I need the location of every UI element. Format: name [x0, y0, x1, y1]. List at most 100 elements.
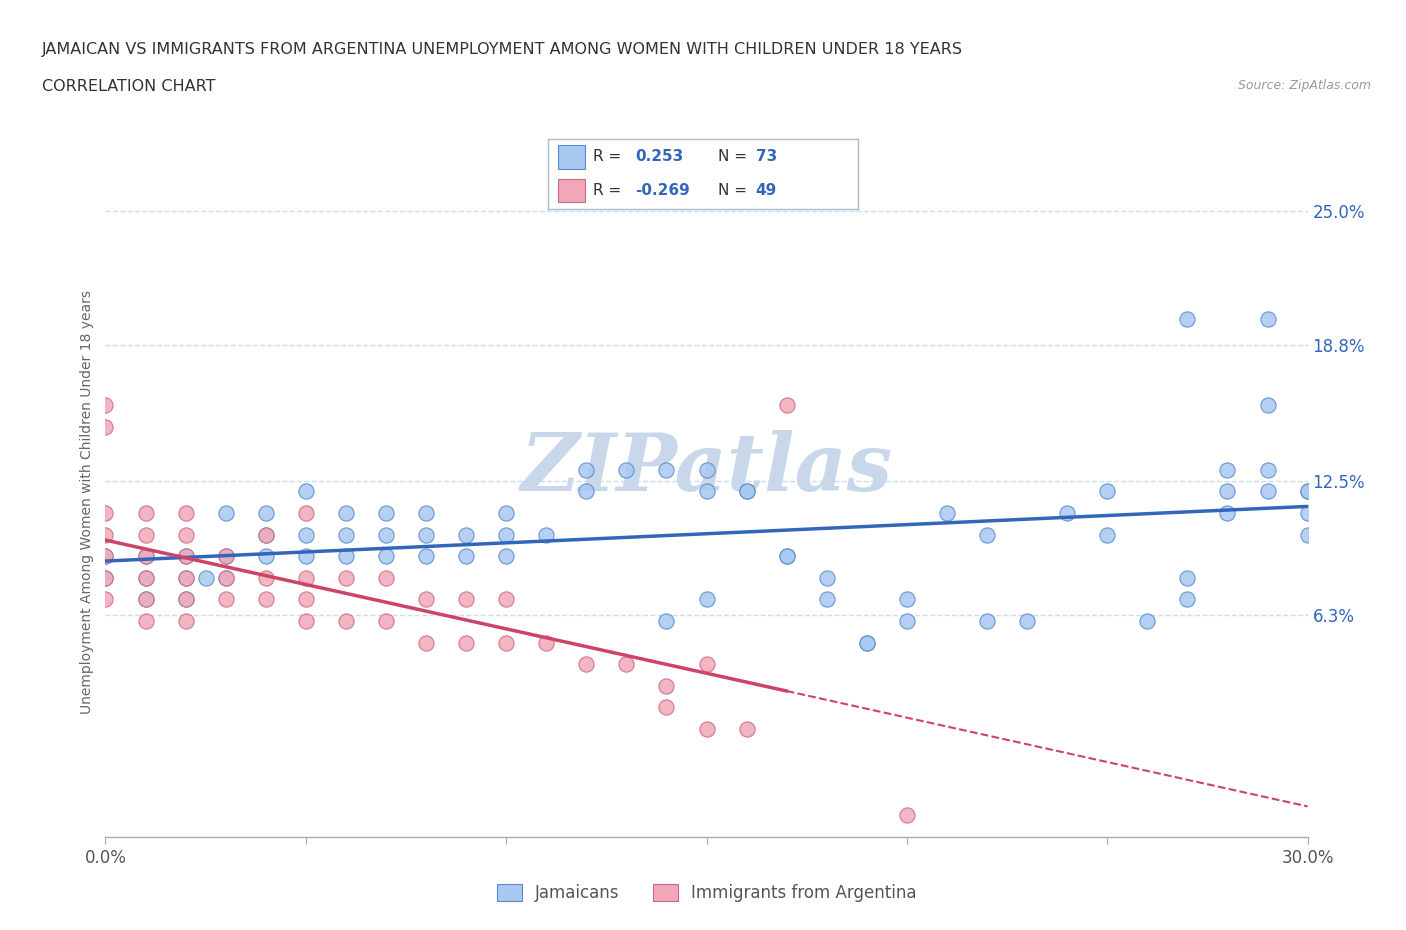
Point — [415, 506, 437, 521]
Text: CORRELATION CHART: CORRELATION CHART — [42, 79, 215, 94]
Point — [254, 506, 277, 521]
Point — [1097, 527, 1119, 542]
Point — [295, 570, 318, 585]
Point — [214, 592, 236, 607]
Point — [495, 549, 517, 564]
Point — [94, 397, 117, 412]
Point — [254, 527, 277, 542]
Point — [534, 527, 557, 542]
Point — [135, 592, 157, 607]
Point — [495, 506, 517, 521]
Point — [135, 570, 157, 585]
Point — [214, 570, 236, 585]
Point — [896, 592, 918, 607]
Point — [94, 506, 117, 521]
Point — [295, 592, 318, 607]
FancyBboxPatch shape — [558, 179, 585, 203]
Point — [655, 614, 678, 629]
Point — [616, 657, 638, 671]
Point — [454, 549, 477, 564]
Point — [1257, 312, 1279, 326]
Point — [254, 549, 277, 564]
Point — [174, 549, 197, 564]
Point — [1177, 592, 1199, 607]
FancyBboxPatch shape — [558, 145, 585, 169]
Point — [374, 570, 398, 585]
Text: 49: 49 — [755, 183, 778, 198]
Point — [415, 592, 437, 607]
Point — [174, 570, 197, 585]
Point — [94, 527, 117, 542]
Point — [976, 527, 998, 542]
Text: 73: 73 — [755, 150, 778, 165]
Point — [1017, 614, 1039, 629]
Point — [295, 527, 318, 542]
Point — [135, 506, 157, 521]
Point — [1296, 527, 1319, 542]
Point — [174, 527, 197, 542]
Point — [254, 592, 277, 607]
Point — [855, 635, 877, 650]
Point — [575, 657, 598, 671]
Point — [94, 570, 117, 585]
Y-axis label: Unemployment Among Women with Children Under 18 years: Unemployment Among Women with Children U… — [80, 290, 94, 714]
Point — [174, 506, 197, 521]
Point — [1216, 484, 1239, 498]
Point — [94, 419, 117, 434]
Point — [815, 570, 838, 585]
Point — [1056, 506, 1078, 521]
Point — [655, 700, 678, 715]
Point — [374, 614, 398, 629]
Point — [815, 592, 838, 607]
Point — [1257, 462, 1279, 477]
Text: N =: N = — [718, 150, 748, 165]
Point — [495, 592, 517, 607]
Point — [94, 549, 117, 564]
Point — [1136, 614, 1159, 629]
Point — [415, 549, 437, 564]
Point — [415, 635, 437, 650]
Point — [135, 570, 157, 585]
Point — [335, 506, 357, 521]
Point — [454, 527, 477, 542]
Point — [454, 635, 477, 650]
Point — [254, 527, 277, 542]
Point — [735, 722, 758, 737]
Point — [1296, 506, 1319, 521]
Point — [214, 506, 236, 521]
Point — [135, 549, 157, 564]
Point — [214, 549, 236, 564]
Point — [655, 462, 678, 477]
Point — [135, 527, 157, 542]
Point — [415, 527, 437, 542]
Point — [374, 506, 398, 521]
Text: -0.269: -0.269 — [636, 183, 690, 198]
Point — [335, 570, 357, 585]
Point — [1177, 312, 1199, 326]
Point — [696, 722, 718, 737]
Legend: Jamaicans, Immigrants from Argentina: Jamaicans, Immigrants from Argentina — [489, 878, 924, 909]
Point — [735, 484, 758, 498]
Point — [214, 570, 236, 585]
Point — [575, 484, 598, 498]
Text: N =: N = — [718, 183, 748, 198]
Point — [655, 678, 678, 693]
Point — [94, 592, 117, 607]
Point — [174, 614, 197, 629]
Point — [374, 549, 398, 564]
Point — [295, 484, 318, 498]
Point — [976, 614, 998, 629]
Point — [335, 527, 357, 542]
Point — [1257, 397, 1279, 412]
Point — [896, 614, 918, 629]
Point — [616, 462, 638, 477]
Point — [776, 549, 799, 564]
Point — [295, 549, 318, 564]
Point — [776, 549, 799, 564]
Point — [135, 549, 157, 564]
Point — [94, 570, 117, 585]
Point — [1177, 570, 1199, 585]
Point — [174, 592, 197, 607]
Point — [174, 592, 197, 607]
Point — [1216, 506, 1239, 521]
